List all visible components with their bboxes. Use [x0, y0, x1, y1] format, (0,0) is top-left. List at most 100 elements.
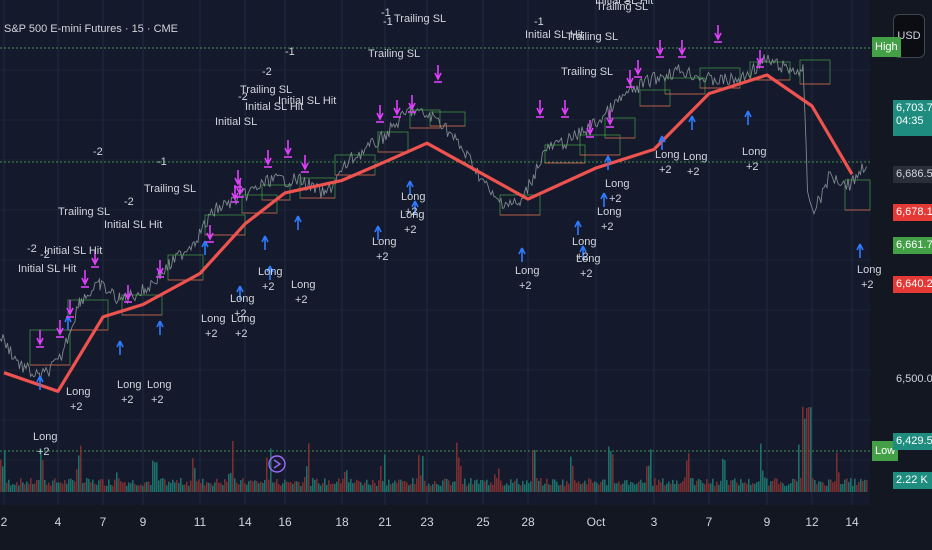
- long-qty-label: +2: [70, 401, 83, 413]
- volume-bar: [134, 483, 136, 492]
- long-entry-arrow: [406, 180, 414, 195]
- long-label: Long: [597, 206, 621, 218]
- volume-bar: [762, 470, 764, 492]
- volume-bar: [534, 449, 536, 492]
- volume-bar: [28, 483, 30, 492]
- volume-bar: [556, 481, 558, 492]
- exit-arrow: [714, 25, 722, 41]
- volume-bar: [704, 484, 706, 492]
- volume-bar: [184, 484, 186, 492]
- long-entry-arrow: [261, 235, 269, 250]
- volume-bar: [4, 450, 6, 492]
- volume-bar: [476, 479, 478, 492]
- volume-bar: [176, 480, 178, 492]
- volume-bar: [594, 481, 596, 492]
- long-entry-arrow: [266, 265, 274, 280]
- volume-bar: [638, 481, 640, 492]
- volume-bar: [512, 482, 514, 492]
- long-label: Long: [605, 178, 629, 190]
- volume-bar: [302, 482, 304, 492]
- volume-bar: [212, 485, 214, 492]
- volume-bar: [636, 483, 638, 492]
- volume-bar: [142, 485, 144, 492]
- level-price-tag-green: 6,661.75: [893, 237, 932, 254]
- exit-arrow: [376, 105, 384, 121]
- long-entry-arrow: [201, 240, 209, 255]
- volume-bar: [390, 484, 392, 492]
- volume-bar: [298, 482, 300, 492]
- x-tick-label: 28: [521, 515, 535, 529]
- volume-bar: [708, 483, 710, 492]
- volume-bar: [376, 485, 378, 492]
- volume-bar: [192, 458, 194, 492]
- volume-bar: [360, 482, 362, 492]
- volume-bar: [630, 481, 632, 492]
- volume-bar: [196, 481, 198, 492]
- volume-bar: [382, 480, 384, 492]
- volume-bar: [46, 484, 48, 492]
- volume-bar: [802, 406, 804, 492]
- volume-bar: [244, 483, 246, 492]
- long-label: Long: [400, 209, 424, 221]
- volume-bar: [224, 479, 226, 492]
- volume-bar: [614, 483, 616, 492]
- exit-arrow: [626, 70, 634, 86]
- long-entry-arrow: [856, 243, 864, 258]
- volume-bar: [330, 484, 332, 492]
- volume-bar: [836, 452, 838, 492]
- long-qty-label: +2: [151, 394, 164, 406]
- x-tick-label: Oct: [586, 515, 606, 529]
- volume-bar: [312, 478, 314, 492]
- volume-bar: [106, 485, 108, 492]
- volume-bar: [574, 480, 576, 492]
- volume-bar: [612, 454, 614, 492]
- x-tick-label: 7: [99, 515, 107, 529]
- volume-bar: [38, 480, 40, 492]
- volume-bar: [366, 479, 368, 492]
- long-label: Long: [117, 379, 141, 391]
- long-entry-arrow: [294, 215, 302, 230]
- volume-bar: [602, 479, 604, 492]
- long-qty-label: +2: [746, 161, 759, 173]
- annotation-label: Trailing SL: [240, 84, 292, 96]
- volume-bar: [326, 484, 328, 492]
- annotation-label: Initial SL Hit: [245, 101, 303, 113]
- volume-bar: [608, 446, 610, 492]
- volume-bar: [578, 481, 580, 492]
- volume-bar: [522, 480, 524, 492]
- volume-bar: [322, 483, 324, 492]
- volume-bar: [590, 479, 592, 492]
- volume-bar: [278, 484, 280, 492]
- volume-bar: [682, 481, 684, 492]
- volume-bar: [80, 445, 82, 492]
- replay-icon-arrow: [273, 459, 282, 469]
- exit-arrow: [66, 300, 74, 316]
- annotation-label: Trailing SL: [561, 66, 613, 78]
- volume-bar: [746, 484, 748, 492]
- qty-label: -1: [383, 16, 393, 28]
- volume-bar: [858, 481, 860, 492]
- volume-bar: [84, 482, 86, 492]
- volume-bar: [308, 443, 310, 492]
- volume-bar: [474, 480, 476, 492]
- volume-bar: [688, 453, 690, 492]
- volume-bar: [264, 480, 266, 492]
- level-price-tag-red: 6,640.25: [893, 276, 932, 293]
- volume-bar: [696, 480, 698, 492]
- symbol-title[interactable]: S&P 500 E-mini Futures · 15 · CME: [4, 23, 179, 35]
- volume-bar: [260, 481, 262, 492]
- volume-bar: [252, 481, 254, 492]
- exit-arrow: [756, 50, 764, 66]
- exit-arrow: [434, 65, 442, 81]
- volume-bar: [182, 484, 184, 492]
- long-label: Long: [857, 264, 881, 276]
- volume-bar: [206, 482, 208, 492]
- volume-bar: [222, 484, 224, 492]
- volume-bar: [496, 478, 498, 492]
- volume-bar: [848, 482, 850, 492]
- exit-arrow: [284, 140, 292, 156]
- x-tick-label: 14: [845, 515, 859, 529]
- volume-bar: [286, 481, 288, 492]
- volume-bar: [500, 480, 502, 492]
